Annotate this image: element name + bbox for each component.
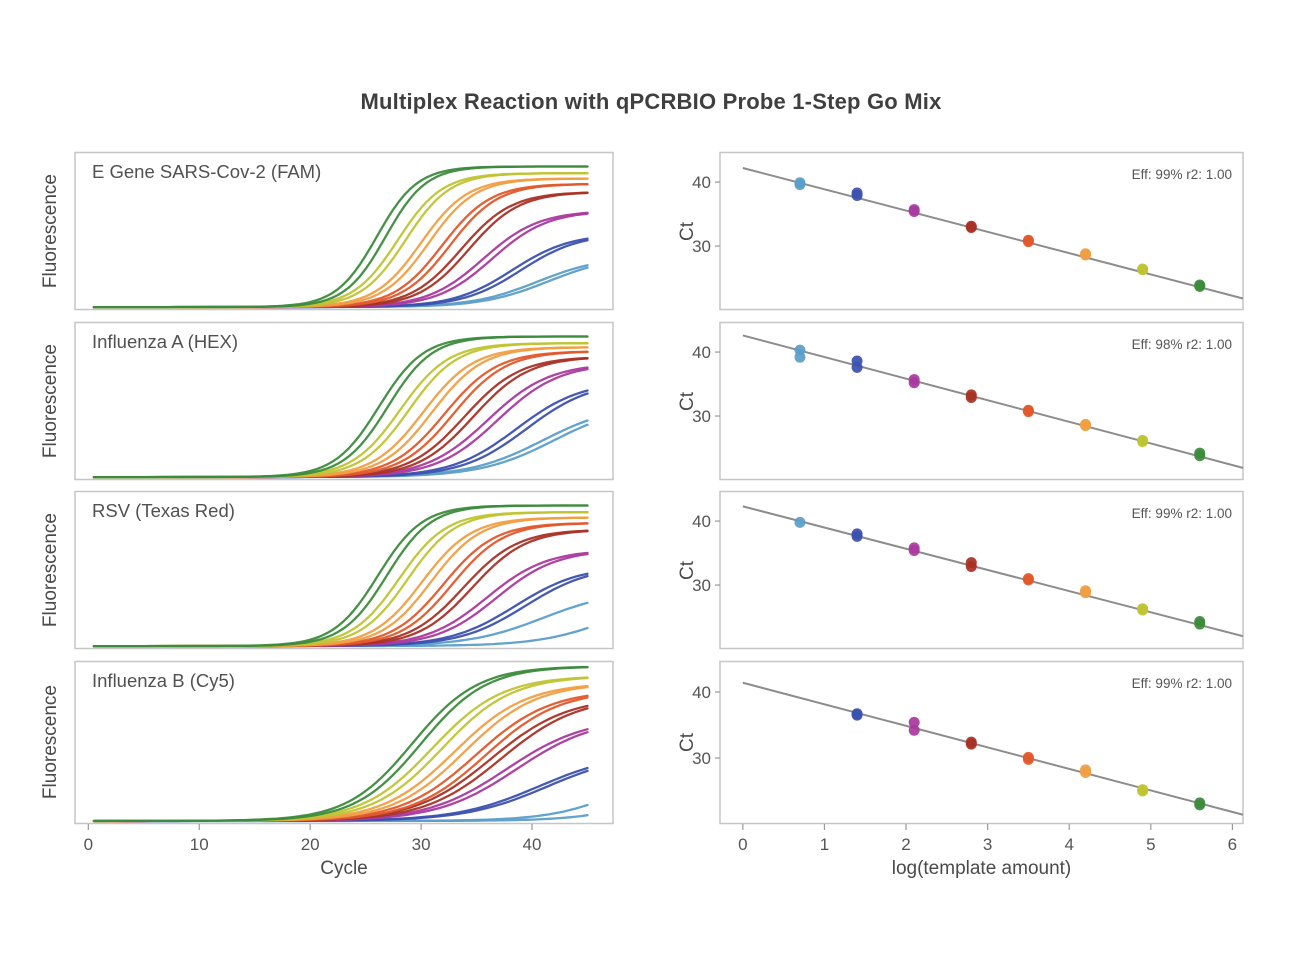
svg-text:40: 40 xyxy=(692,343,711,362)
svg-text:30: 30 xyxy=(692,407,711,426)
amplification-plot-row2 xyxy=(74,321,614,481)
svg-text:30: 30 xyxy=(692,237,711,256)
figure-title: Multiplex Reaction with qPCRBIO Probe 1-… xyxy=(360,89,942,114)
standard-curve-plot-row3: 30 40 xyxy=(692,490,1244,650)
svg-text:30: 30 xyxy=(412,835,431,854)
svg-text:10: 10 xyxy=(190,835,209,854)
efficiency-annotation-row2: Eff: 98% r2: 1.00 xyxy=(1131,337,1232,352)
svg-text:1: 1 xyxy=(820,835,829,854)
svg-text:40: 40 xyxy=(692,683,711,702)
standard-curve-plot-row2: 30 40 xyxy=(692,321,1244,481)
svg-text:40: 40 xyxy=(692,512,711,531)
efficiency-annotation-row1: Eff: 99% r2: 1.00 xyxy=(1131,167,1232,182)
svg-text:30: 30 xyxy=(692,576,711,595)
fluorescence-axis-label-text: Fluorescence xyxy=(40,685,61,800)
target-label-row4: Influenza B (Cy5) xyxy=(92,670,235,691)
svg-text:0: 0 xyxy=(738,835,747,854)
fluorescence-axis-label-text: Fluorescence xyxy=(40,173,61,289)
efficiency-annotation-row3: Eff: 99% r2: 1.00 xyxy=(1131,506,1232,521)
svg-text:2: 2 xyxy=(901,835,910,854)
fluorescence-axis-label: Fluorescence xyxy=(38,152,64,310)
standard-curve-plot-row1: 30 40 xyxy=(692,151,1244,311)
svg-text:40: 40 xyxy=(523,835,542,854)
svg-text:3: 3 xyxy=(983,835,992,854)
fluorescence-axis-label: Fluorescence xyxy=(38,322,64,480)
fluorescence-axis-label: Fluorescence xyxy=(38,491,64,649)
target-label-row2: Influenza A (HEX) xyxy=(92,331,239,352)
svg-text:40: 40 xyxy=(692,173,711,192)
svg-text:0: 0 xyxy=(84,835,93,854)
fluorescence-axis-label: Fluorescence xyxy=(38,661,64,824)
amplification-plot-row3 xyxy=(74,490,614,650)
target-label-row3: RSV (Texas Red) xyxy=(92,500,235,521)
efficiency-annotation-row4: Eff: 99% r2: 1.00 xyxy=(1131,676,1232,691)
cycle-axis-title: Cycle xyxy=(320,858,368,879)
target-label-row1: E Gene SARS-Cov-2 (FAM) xyxy=(92,161,322,182)
svg-text:5: 5 xyxy=(1146,835,1155,854)
log-template-axis-title: log(template amount) xyxy=(891,858,1072,879)
amplification-plot-row1 xyxy=(74,151,614,311)
fluorescence-axis-label-text: Fluorescence xyxy=(40,512,61,628)
standard-curve-plot-row4: 30 40 0 1 2 3 4 5 6 xyxy=(692,660,1244,854)
amplification-plot-row4: 0 10 20 30 40 xyxy=(74,660,614,854)
svg-text:30: 30 xyxy=(692,749,711,768)
svg-text:20: 20 xyxy=(301,835,320,854)
fluorescence-axis-label-text: Fluorescence xyxy=(40,343,61,459)
svg-text:6: 6 xyxy=(1228,835,1237,854)
svg-text:4: 4 xyxy=(1064,835,1073,854)
